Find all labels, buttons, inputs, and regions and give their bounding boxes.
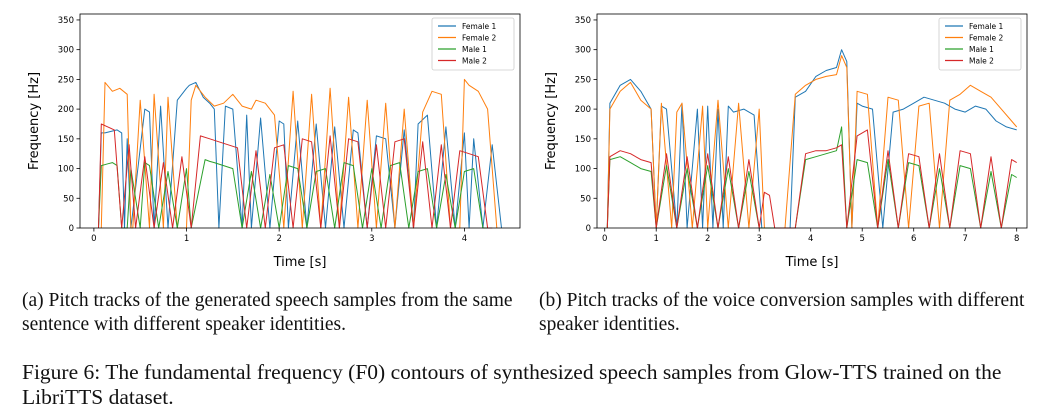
y-tick-label: 100 [58,165,74,175]
y-tick-label: 250 [575,75,591,85]
x-axis-label: Time [s] [785,255,839,270]
series-line-male-2 [606,129,1017,229]
series-line-female-1 [606,49,1017,229]
y-tick-label: 50 [63,194,74,204]
series-line-female-2 [606,55,1018,229]
y-tick-label: 0 [586,224,591,234]
legend-entry: Female 1 [969,22,1004,31]
plot-frame [596,13,1028,229]
x-tick-label: 3 [757,234,762,244]
x-tick-label: 4 [462,234,467,244]
series-line-female-2 [100,78,498,229]
y-tick-label: 250 [58,75,74,85]
y-tick-label: 150 [575,135,591,145]
subcaption-a: (a) Pitch tracks of the generated speech… [22,290,513,335]
legend-entry: Male 1 [969,45,994,54]
legend-entry: Male 1 [462,45,487,54]
x-tick-label: 2 [705,234,710,244]
x-tick-label: 0 [602,234,607,244]
legend-box [938,17,1022,71]
legend-entry: Male 2 [462,57,487,66]
x-tick-label: 5 [859,234,864,244]
y-tick-label: 350 [575,16,591,26]
x-axis-label: Time [s] [273,255,327,270]
legend-entry: Female 2 [969,34,1004,43]
y-axis-label: Frequency [Hz] [27,72,42,170]
legend-entry: Female 1 [462,22,497,31]
legend-entry: Male 2 [969,57,994,66]
legend-box [431,17,515,71]
x-tick-label: 7 [962,234,967,244]
y-tick-label: 200 [575,105,591,115]
plot-frame [79,13,521,229]
x-tick-label: 1 [184,234,189,244]
y-tick-label: 200 [58,105,74,115]
y-tick-label: 50 [580,194,591,204]
y-tick-label: 0 [69,224,74,234]
x-tick-label: 1 [654,234,659,244]
x-tick-label: 8 [1014,234,1019,244]
x-tick-label: 4 [808,234,813,244]
panel-b-chart: 0 50 100 150 200 250 300 350 0 1 2 3 4 5 6 7 8 Time [s] Fr… [544,13,1028,270]
y-tick-label: 300 [58,46,74,56]
y-tick-label: 300 [575,46,591,56]
y-axis-label: Frequency [Hz] [544,72,559,170]
series-line-male-1 [606,126,1017,229]
series-line-male-2 [98,123,493,229]
x-tick-label: 2 [276,234,281,244]
y-tick-label: 150 [58,135,74,145]
series-line-female-1 [98,81,502,229]
subcaption-b: (b) Pitch tracks of the voice conversion… [539,290,1025,335]
legend-entry: Female 2 [462,34,497,43]
x-tick-label: 6 [911,234,916,244]
y-tick-label: 100 [575,165,591,175]
x-tick-label: 0 [91,234,96,244]
panel-a-chart: 0 50 100 150 200 250 300 350 0 1 2 3 4 Time [s] Freque… [27,13,521,270]
x-tick-label: 3 [369,234,374,244]
figure-caption: Figure 6: The fundamental frequency (F0)… [22,360,1002,409]
y-tick-label: 350 [58,16,74,26]
